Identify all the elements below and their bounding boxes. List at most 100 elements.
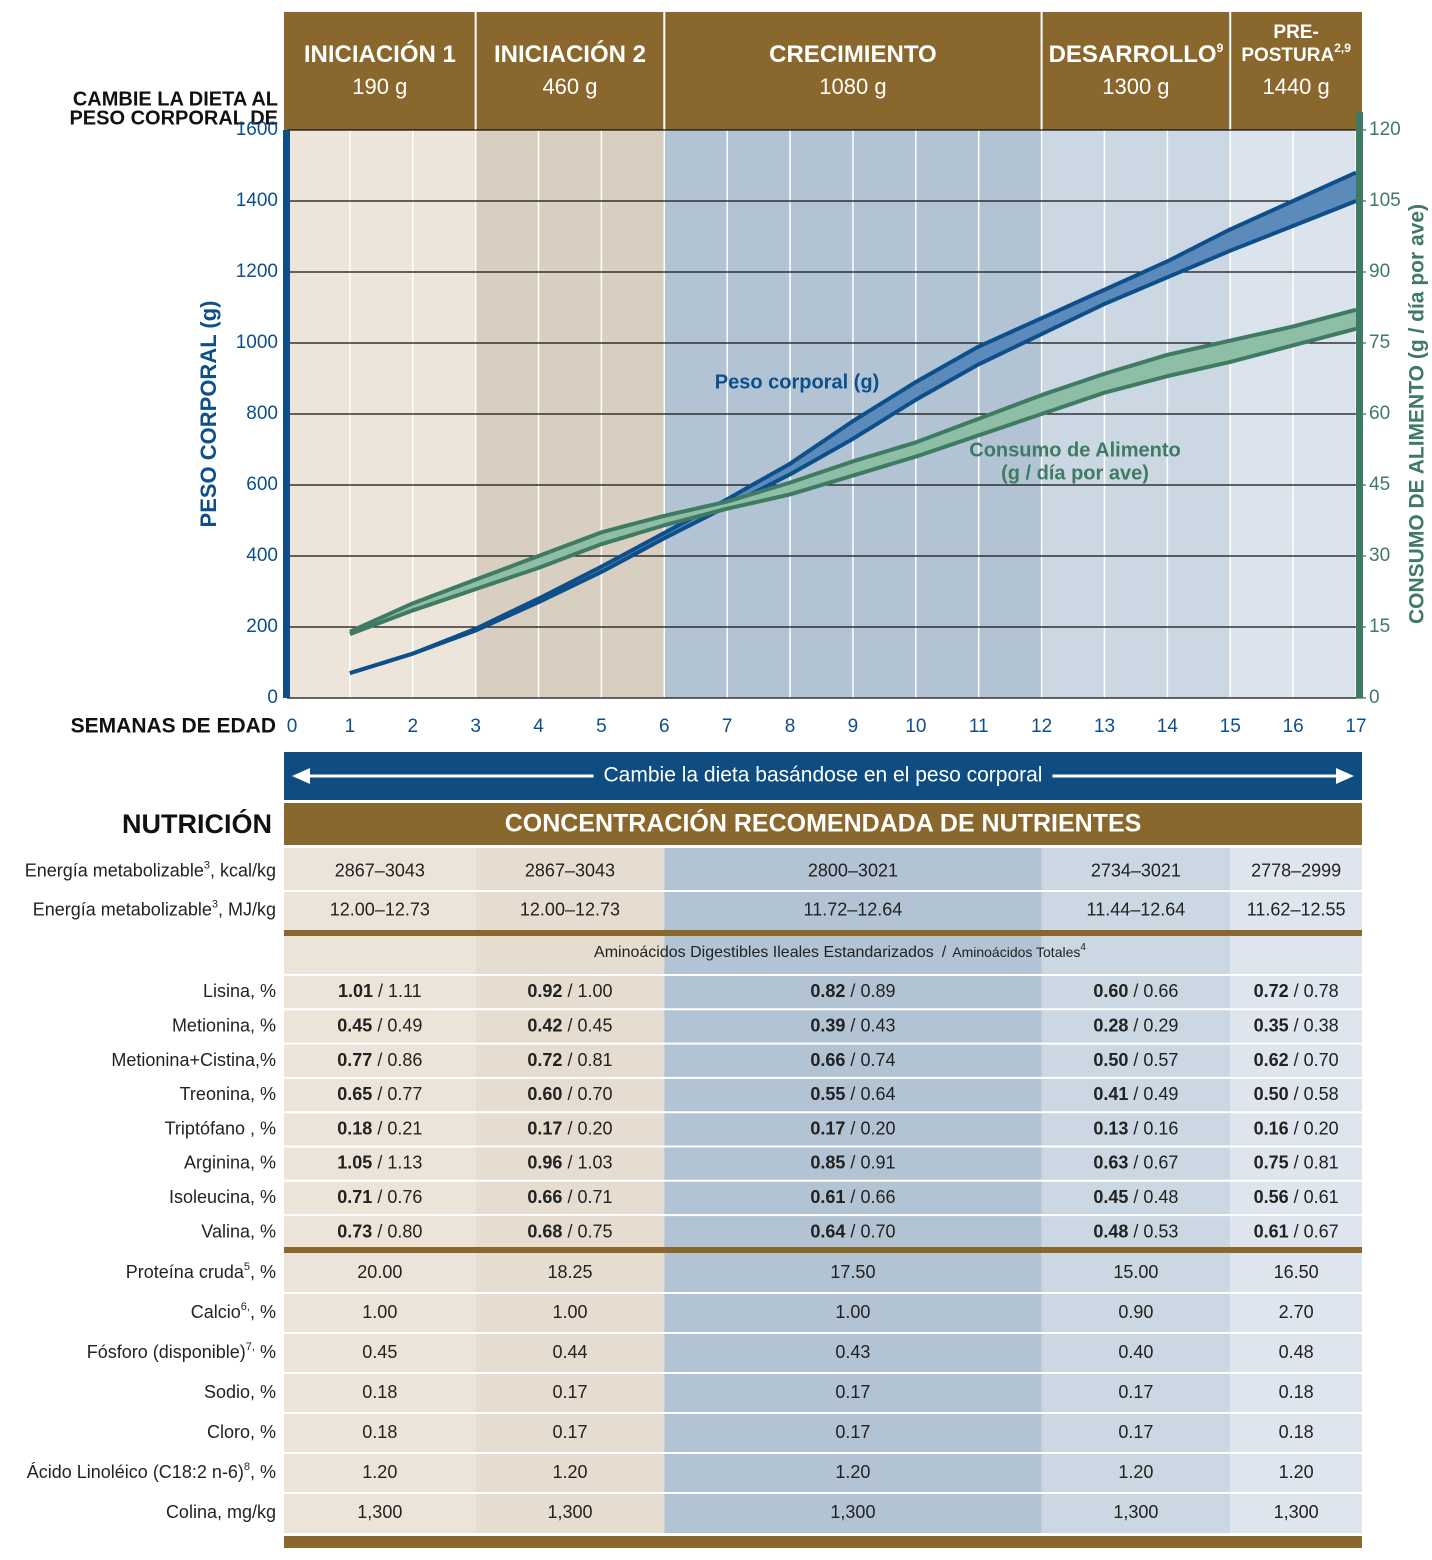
digestible-value: 0.61 [1254,1221,1289,1241]
x-tick-label: 2 [407,716,418,737]
digestible-value: 0.82 [810,981,845,1001]
y-tick-label: 600 [246,474,278,495]
digestible-value: 0.96 [527,1152,562,1172]
band-edge [349,326,1357,636]
y-tick-label: 800 [246,403,278,424]
total-value: 0.16 [1143,1118,1178,1138]
digestible-value: 0.77 [337,1050,372,1070]
y2-tick-label: 75 [1369,332,1390,353]
table-cell: 12.00–12.73 [330,899,430,919]
table-cell: 1.00 [835,1302,870,1322]
total-value: 0.70 [860,1221,895,1241]
separator: / [1133,1118,1138,1138]
series-label: Peso corporal (g) [715,371,879,393]
table-cell: 2.70 [1279,1302,1314,1322]
table-cell: 0.63/0.67 [1093,1152,1178,1172]
separator: / [1133,1084,1138,1104]
section-separator [284,930,1362,936]
text-part: Energía metabolizable [33,899,212,919]
table-cell: 0.75/0.81 [1254,1152,1339,1172]
text-part: INICIACIÓN 1 [304,40,456,68]
y-tick-label: 0 [267,687,278,708]
digestible-value: 0.35 [1254,1015,1289,1035]
digestible-value: 0.92 [527,981,562,1001]
digestible-value: 0.66 [810,1050,845,1070]
band-edge [349,199,1357,676]
table-cell: 1.20 [1279,1462,1314,1482]
separator: / [942,944,947,961]
superscript: 8 [244,1461,250,1473]
table-cell: 2778–2999 [1251,860,1341,880]
digestible-value: 0.56 [1254,1187,1289,1207]
row-label: Cloro, % [207,1422,276,1442]
digestible-value: 0.45 [1093,1187,1128,1207]
text-part: % [255,1342,276,1362]
text-part: Metionina+Cistina,% [111,1050,276,1070]
table-cell: 0.13/0.16 [1093,1118,1178,1138]
x-tick-label: 17 [1345,716,1366,737]
text-part: Sodio, % [204,1382,276,1402]
table-cell: 0.85/0.91 [810,1152,895,1172]
text-part: , % [250,1262,276,1282]
table-cell: 1.20 [552,1462,587,1482]
total-value: 0.81 [1304,1152,1339,1172]
table-cell: 0.42/0.45 [527,1015,612,1035]
row-label: Energía metabolizable3, MJ/kg [33,898,276,919]
header-band [284,12,1362,130]
table-cell: 0.56/0.61 [1254,1187,1339,1207]
table-cell: 0.28/0.29 [1093,1015,1178,1035]
digestible-value: 0.42 [527,1015,562,1035]
table-bottom [284,1536,1362,1548]
table-cell: 0.17/0.20 [810,1118,895,1138]
digestible-value: 0.72 [527,1050,562,1070]
table-cell: 1.00 [362,1302,397,1322]
separator: / [567,981,572,1001]
separator: / [567,1152,572,1172]
y2-tick-label: 105 [1369,190,1401,211]
digestible-value: 0.17 [527,1118,562,1138]
separator: / [850,1015,855,1035]
total-value: 0.45 [577,1015,612,1035]
table-cell: 1,300 [547,1502,592,1522]
x-tick-label: 4 [533,716,544,737]
table-cell: 0.18 [1279,1422,1314,1442]
table-cell: 0.90 [1118,1302,1153,1322]
total-value: 0.66 [1143,981,1178,1001]
total-value: 0.43 [860,1015,895,1035]
digestible-value: 0.62 [1254,1050,1289,1070]
table-cell: 18.25 [547,1262,592,1282]
separator: / [377,1015,382,1035]
total-value: 0.21 [387,1118,422,1138]
total-value: 0.67 [1304,1221,1339,1241]
separator: / [1294,1050,1299,1070]
table-cell: 11.62–12.55 [1247,899,1346,919]
y-tick-label: 400 [246,545,278,566]
table-cell: 0.17 [835,1422,870,1442]
separator: / [1133,1050,1138,1070]
separator: / [1294,1187,1299,1207]
digestible-value: 0.75 [1254,1152,1289,1172]
y2-tick-label: 30 [1369,545,1390,566]
row-label: Treonina, % [180,1084,276,1104]
separator: / [1294,1118,1299,1138]
text-part: Treonina, % [180,1084,276,1104]
table-cell: 0.61/0.67 [1254,1221,1339,1241]
table-cell: 16.50 [1274,1262,1319,1282]
row-label: Sodio, % [204,1382,276,1402]
digestible-value: 0.50 [1254,1084,1289,1104]
separator: / [1133,1187,1138,1207]
table-cell: 0.16/0.20 [1254,1118,1339,1138]
y2-axis-title: CONSUMO DE ALIMENTO (g / día por ave) [1406,204,1429,624]
total-value: 0.78 [1304,981,1339,1001]
total-value: 0.49 [387,1015,422,1035]
digestible-value: 0.41 [1093,1084,1128,1104]
row-label: Metionina, % [172,1015,276,1035]
separator: / [1294,981,1299,1001]
superscript: 6, [241,1301,250,1313]
left-header-label: CAMBIE LA DIETA AL [73,88,278,110]
table-cell: 0.18 [362,1382,397,1402]
table-cell: 2800–3021 [808,860,898,880]
table-cell: 0.44 [552,1342,587,1362]
section-separator [284,1247,1362,1253]
x-tick-label: 0 [287,716,298,737]
